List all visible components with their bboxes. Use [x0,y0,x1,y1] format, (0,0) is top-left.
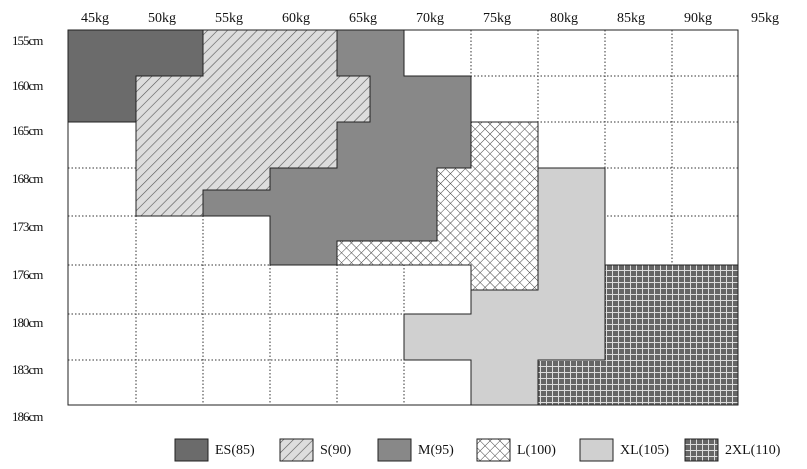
row-label: 160cm [12,78,43,93]
column-label: 45kg [81,11,109,26]
row-label: 176cm [12,267,43,282]
legend-label: L(100) [517,443,556,458]
column-label: 75kg [483,11,511,26]
legend: ES(85) S(90) M(95) L(100) XL(105) 2XL(11… [174,438,781,462]
row-label: 155cm [12,33,43,48]
column-label: 80kg [550,11,578,26]
row-label: 173cm [12,219,43,234]
column-label: 70kg [416,11,444,26]
column-label: 85kg [617,11,645,26]
column-label: 60kg [282,11,310,26]
legend-label: ES(85) [215,443,255,458]
row-label: 180cm [12,315,43,330]
row-label: 165cm [12,123,43,138]
legend-swatch [684,438,719,462]
legend-label: XL(105) [620,443,669,458]
column-label: 50kg [148,11,176,26]
column-label: 55kg [215,11,243,26]
row-label: 183cm [12,362,43,377]
row-label: 168cm [12,171,43,186]
legend-swatch [377,438,412,462]
legend-swatch [476,438,511,462]
legend-label: M(95) [418,443,454,458]
legend-label: S(90) [320,443,351,458]
region-m [202,29,472,266]
column-label: 65kg [349,11,377,26]
legend-swatch [279,438,314,462]
column-label: 90kg [684,11,712,26]
grid-border [67,29,739,406]
size-regions [67,29,739,406]
legend-swatch [174,438,209,462]
row-label: 186cm [12,409,43,424]
legend-label: 2XL(110) [725,443,781,458]
column-label: 95kg [751,11,779,26]
legend-swatch [579,438,614,462]
